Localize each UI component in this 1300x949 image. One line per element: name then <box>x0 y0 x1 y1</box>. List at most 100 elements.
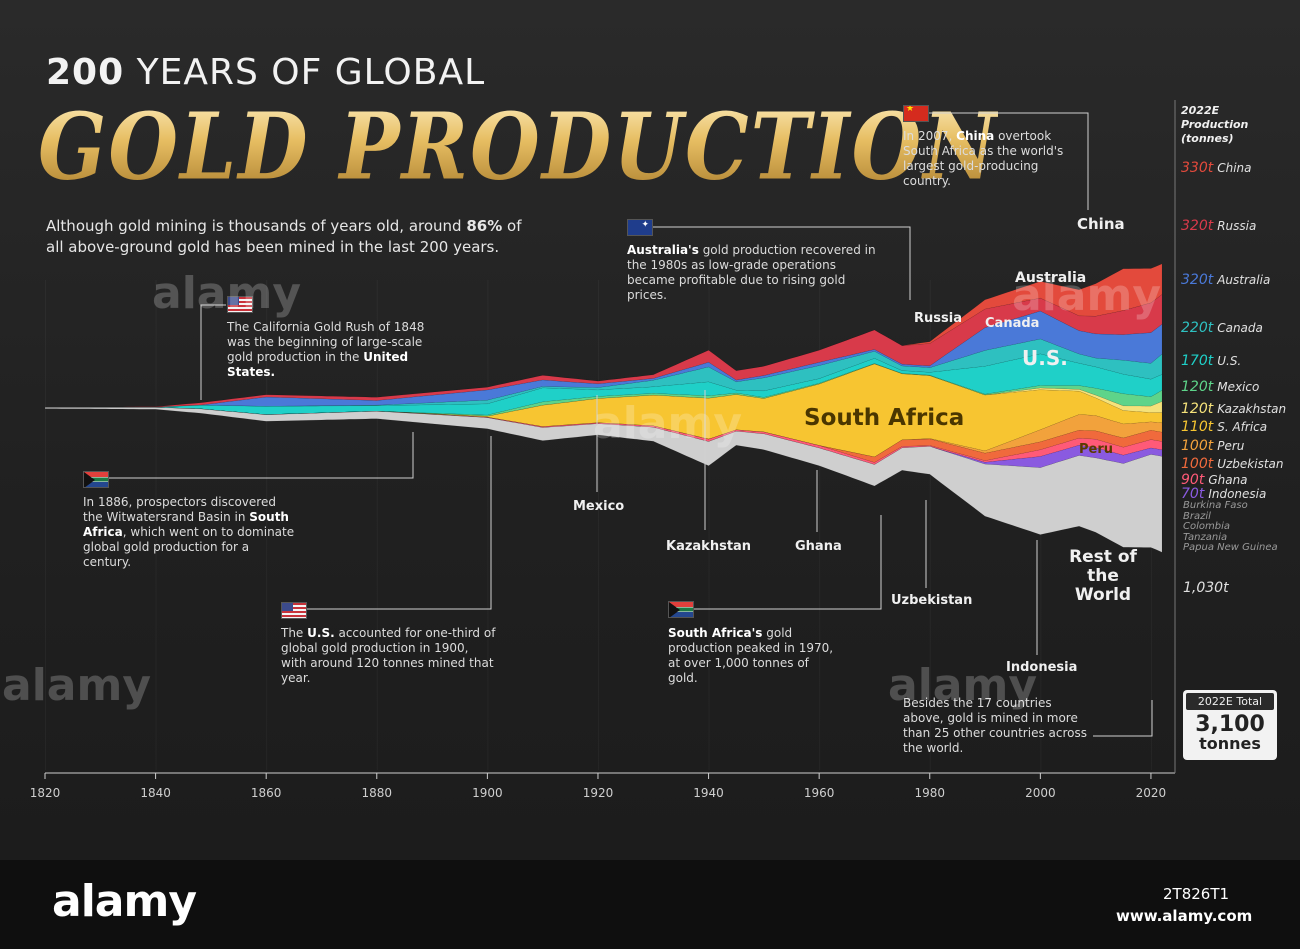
legend-small-country: Tanzania <box>1183 531 1228 543</box>
infographic-canvas: 200 YEARS OF GLOBAL GOLD PRODUCTION Alth… <box>0 0 1300 860</box>
legend-value: 120t <box>1181 379 1214 395</box>
watermark: alamy <box>1012 270 1161 321</box>
leader-witwatersrand <box>100 432 414 479</box>
watermark: alamy <box>888 660 1037 711</box>
x-tick-label: 2020 <box>1136 786 1167 800</box>
area-label-south-africa: South Africa <box>804 405 965 431</box>
area-label-ghana: Ghana <box>795 539 842 554</box>
legend-value: 170t <box>1181 353 1214 369</box>
gridline <box>708 280 710 770</box>
area-label-us: U.S. <box>1022 346 1068 370</box>
legend-country: Russia <box>1217 219 1257 233</box>
legend-row: 90t Ghana <box>1181 472 1248 488</box>
annotation-witwatersrand: In 1886, prospectors discovered the Witw… <box>83 495 295 569</box>
x-tick-label: 1840 <box>140 786 171 800</box>
area-label-australia: Australia <box>1015 270 1087 286</box>
legend-country: Ghana <box>1208 473 1248 487</box>
x-tick-label: 1880 <box>362 786 393 800</box>
legend-row: 320t Australia <box>1181 272 1270 288</box>
legend-row: 330t China <box>1181 160 1252 176</box>
leader-us-1900 <box>306 436 492 610</box>
watermark: alamy <box>2 660 151 711</box>
footer-image-id: 2T826T1 <box>1163 885 1230 903</box>
gridline <box>45 280 46 770</box>
south-africa-flag-icon-2 <box>668 601 694 618</box>
footer-bar <box>0 860 1300 949</box>
annotation-china: In 2007, China overtook South Africa as … <box>903 129 1064 188</box>
legend-row: 170t U.S. <box>1181 353 1241 369</box>
title-line-2: GOLD PRODUCTION <box>38 92 999 201</box>
legend-header: 2022E Production (tonnes) <box>1181 104 1249 145</box>
legend-country: Peru <box>1217 439 1245 453</box>
legend-country: Australia <box>1217 273 1271 287</box>
legend-small-country: Burkina Faso <box>1183 500 1248 511</box>
legend-row: 120t Mexico <box>1181 379 1259 395</box>
streamgraph-chart: 1820 1840 1860 1880 1900 1920 1940 1960 1980 2000… <box>30 100 1176 800</box>
legend-row: 100t Uzbekistan <box>1181 456 1284 472</box>
legend-value: 100t <box>1181 456 1214 472</box>
stream-rest-of-the-world <box>44 407 1163 553</box>
legend-value: 100t <box>1181 438 1214 454</box>
legend-row: 320t Russia <box>1181 218 1256 234</box>
legend-row: 110t S. Africa <box>1181 419 1267 435</box>
gridline <box>819 280 821 770</box>
stream-canada <box>45 338 1163 408</box>
legend-value: 330t <box>1181 160 1214 176</box>
south-africa-flag-icon <box>83 471 109 488</box>
leader-south-africa <box>693 515 882 610</box>
leader-china <box>928 112 1089 210</box>
x-tick-label: 2000 <box>1025 786 1056 800</box>
total-value: 3,100 <box>1195 712 1265 737</box>
area-label-rest: Rest of the World <box>1069 547 1137 605</box>
australia-flag-icon <box>627 219 653 236</box>
area-label-uzbekistan: Uzbekistan <box>891 593 973 608</box>
total-label: 2022E Total <box>1186 693 1274 710</box>
x-tick-label: 1960 <box>804 786 835 800</box>
x-tick-label: 1920 <box>583 786 614 800</box>
gridline <box>155 280 157 770</box>
total-badge: 2022E Total 3,100 tonnes <box>1183 690 1277 760</box>
legend-small-country: Colombia <box>1183 521 1230 532</box>
watermark: alamy <box>593 398 742 449</box>
gridline <box>376 280 378 770</box>
area-label-mexico: Mexico <box>573 499 625 514</box>
annotation-us-1900: The U.S. accounted for one-third of glob… <box>281 626 496 685</box>
legend-small-country: Brazil <box>1183 510 1211 522</box>
x-tick-label: 1980 <box>914 786 945 800</box>
legend-row: 70t Indonesia <box>1181 486 1266 502</box>
legend-country: U.S. <box>1217 354 1242 368</box>
legend-country: Indonesia <box>1208 487 1267 501</box>
legend-country: S. Africa <box>1217 420 1268 434</box>
legend-small-country: Papua New Guinea <box>1183 542 1278 553</box>
x-tick-label: 1860 <box>251 786 282 800</box>
legend-value: 70t <box>1181 486 1205 502</box>
area-label-china: China <box>1077 215 1125 233</box>
us-flag-icon <box>227 296 253 313</box>
intro-text: Although gold mining is thousands of yea… <box>46 217 522 256</box>
china-flag-icon <box>903 105 929 122</box>
gridline <box>597 280 599 770</box>
legend-country: Canada <box>1217 321 1263 335</box>
legend-row: 120t Kazakhstan <box>1181 401 1286 417</box>
legend-value: 90t <box>1181 472 1205 488</box>
annotation-south-africa-peak: South Africa's gold production peaked in… <box>668 626 834 685</box>
legend-country: Mexico <box>1217 380 1260 394</box>
leader-australia <box>652 226 911 300</box>
legend-value: 320t <box>1181 218 1214 234</box>
legend-value: 120t <box>1181 401 1214 417</box>
footer-url: www.alamy.com <box>1116 907 1253 925</box>
x-tick-label: 1900 <box>472 786 503 800</box>
gridline <box>929 280 931 770</box>
area-label-indonesia: Indonesia <box>1006 660 1078 675</box>
legend-row: 220t Canada <box>1181 320 1263 336</box>
legend-value: 220t <box>1181 320 1214 336</box>
x-tick-label: 1820 <box>30 786 61 800</box>
area-label-peru: Peru <box>1079 442 1114 457</box>
legend-value: 320t <box>1181 272 1214 288</box>
us-flag-icon-2 <box>281 602 307 619</box>
area-label-canada: Canada <box>985 316 1040 331</box>
area-label-russia: Russia <box>914 311 962 326</box>
annotation-other-countries: Besides the 17 countries above, gold is … <box>903 696 1087 755</box>
legend-row: 100t Peru <box>1181 438 1244 454</box>
gridline <box>487 280 489 770</box>
